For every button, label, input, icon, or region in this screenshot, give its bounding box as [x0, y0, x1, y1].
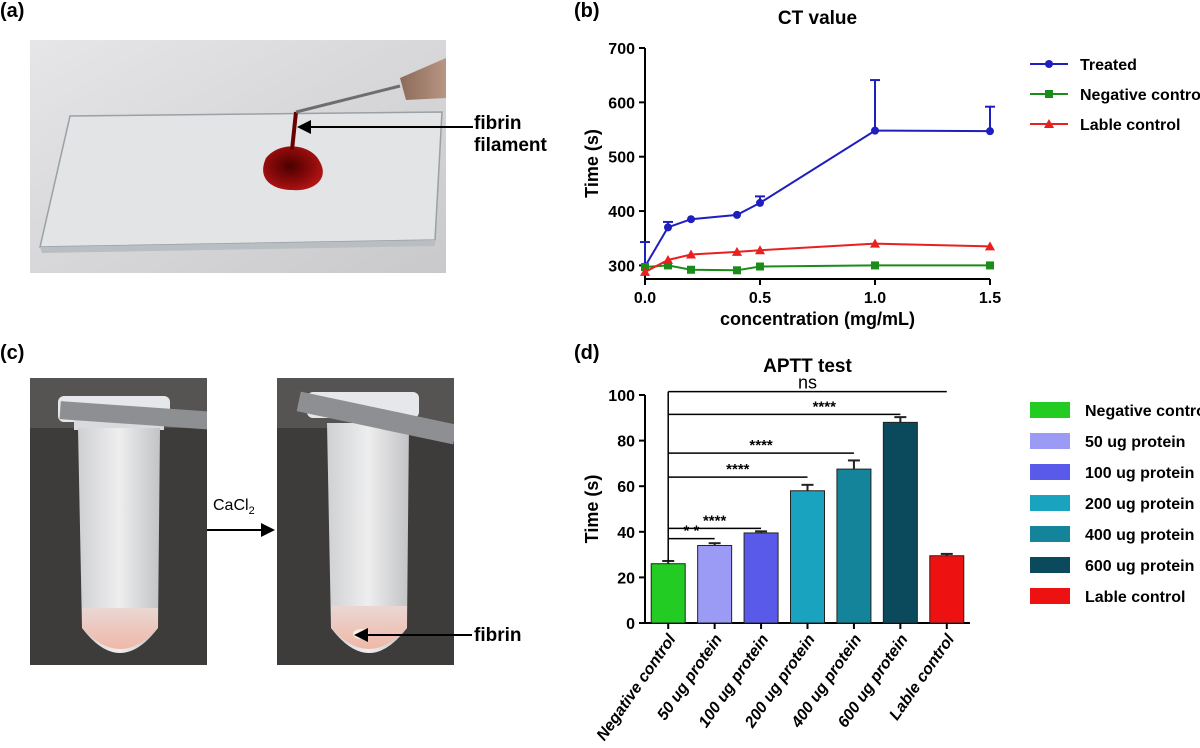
y-axis-label: Time (s): [582, 129, 602, 198]
data-point: [755, 245, 765, 255]
series-treated: [640, 79, 995, 271]
legend-label: Negative control: [1085, 403, 1200, 420]
data-point: [664, 223, 672, 232]
bar: [790, 490, 825, 624]
data-point: [756, 198, 764, 207]
legend-label: Lable control: [1080, 117, 1180, 134]
legend-label: Lable control: [1085, 589, 1185, 606]
fibrin-label: fibrin: [474, 625, 522, 646]
panel-d-label: (d): [574, 342, 600, 364]
data-point: [870, 238, 880, 248]
data-point: [732, 246, 742, 256]
legend-swatch: [1030, 464, 1070, 480]
series-line: [644, 242, 991, 273]
y-tick-label: 0: [626, 616, 635, 633]
fibrin-filament-label: fibrin filament: [474, 113, 547, 156]
legend-swatch: [1030, 402, 1070, 418]
panel-a-label: (a): [0, 0, 25, 22]
significance-label: ****: [749, 437, 773, 454]
x-tick-label: 1.5: [979, 290, 1001, 307]
glass-slide-photo: [30, 40, 446, 273]
legend-swatch: [1030, 557, 1070, 573]
legend-label: 200 ug protein: [1085, 496, 1194, 513]
y-tick-label: 40: [617, 525, 635, 542]
bar: [929, 555, 965, 624]
y-tick-label: 300: [608, 258, 635, 275]
legend-label: 50 ug protein: [1085, 434, 1185, 451]
data-point: [986, 261, 994, 270]
tube-before-photo: [30, 378, 207, 665]
fibrin-filament-arrow: [297, 120, 473, 134]
legend-label: 400 ug protein: [1085, 527, 1194, 544]
data-point: [687, 215, 695, 224]
x-tick-label: 0.0: [634, 290, 656, 307]
x-axis-label: concentration (mg/mL): [720, 309, 915, 329]
legend-label: 600 ug protein: [1085, 558, 1194, 575]
series-lable-control: [640, 238, 995, 276]
legend-marker: [1045, 90, 1053, 98]
bar: [743, 532, 779, 624]
significance-label: * *: [684, 523, 700, 540]
y-tick-label: 80: [617, 434, 635, 451]
y-tick-label: 500: [608, 150, 635, 167]
data-point: [986, 127, 994, 136]
data-point: [871, 126, 879, 135]
data-point: [687, 265, 695, 274]
panel-b-label: (b): [574, 0, 600, 22]
aptt-test-chart: APTT test 0 20 40 60 80 100 Time (s) Negative co…: [582, 356, 1200, 744]
data-point: [756, 262, 764, 271]
y-tick-label: 400: [608, 204, 635, 221]
bar: [882, 421, 918, 624]
fibrin-arrow: [354, 628, 472, 642]
y-tick-label: 100: [608, 388, 635, 405]
data-point: [733, 266, 741, 275]
significance-label: ****: [726, 461, 750, 478]
data-point: [663, 254, 673, 264]
legend-label: Negative control: [1080, 87, 1200, 104]
y-axis-label: Time (s): [582, 475, 602, 544]
legend-label: Treated: [1080, 57, 1137, 74]
tube-after-photo: [277, 378, 454, 665]
chart-title: CT value: [778, 8, 857, 29]
bar: [650, 563, 686, 624]
legend-marker: [1045, 60, 1053, 68]
x-tick-label: Negative control: [594, 631, 680, 744]
significance-label: ****: [703, 512, 727, 529]
legend-swatch: [1030, 526, 1070, 542]
legend-swatch: [1030, 495, 1070, 511]
cacl2-arrow: [207, 523, 275, 537]
legend-marker: [1044, 119, 1054, 128]
tube-before-illustration: [30, 378, 207, 665]
ct-value-chart: CT value 300 400 500 600 700 0.0 0.5 1.0 1.5 conce…: [582, 8, 1200, 329]
y-tick-label: 700: [608, 41, 635, 58]
legend-swatch: [1030, 588, 1070, 604]
panel-c-label: (c): [0, 342, 25, 364]
data-point: [985, 241, 995, 251]
y-tick-label: 600: [608, 95, 635, 112]
glass-slide-illustration: [30, 40, 446, 273]
series-negative-control: [641, 261, 994, 275]
y-tick-label: 60: [617, 479, 635, 496]
data-point: [733, 210, 741, 219]
y-tick-label: 20: [617, 570, 635, 587]
bar: [697, 544, 733, 624]
data-point: [686, 249, 696, 259]
legend-swatch: [1030, 433, 1070, 449]
legend-label: 100 ug protein: [1085, 465, 1194, 482]
series-line: [644, 264, 990, 272]
x-tick-label: 0.5: [749, 290, 771, 307]
significance-label: ****: [813, 398, 837, 415]
tube-after-illustration: [277, 378, 454, 665]
data-point: [664, 261, 672, 270]
significance-label: ns: [798, 373, 817, 393]
bar: [836, 468, 872, 624]
x-tick-label: 1.0: [864, 290, 886, 307]
cacl2-label: CaCl2: [212, 497, 256, 518]
data-point: [640, 266, 650, 276]
data-point: [871, 261, 879, 270]
chart-title: APTT test: [763, 356, 852, 377]
